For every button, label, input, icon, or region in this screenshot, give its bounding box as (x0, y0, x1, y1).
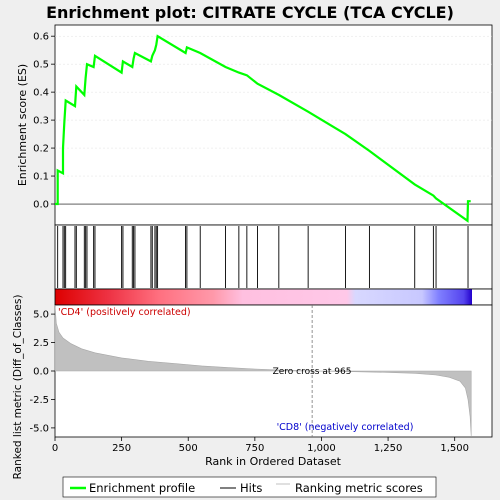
metric-y-tick-label: 5.0 (33, 310, 49, 321)
legend: Enrichment profile Hits Ranking metric s… (62, 476, 437, 498)
enrichment-profile-line (55, 34, 471, 223)
legend-hits-label: Hits (240, 481, 262, 495)
es-y-tick-label: 0.5 (33, 60, 49, 71)
negative-class-label: 'CD8' (negatively correlated) (277, 422, 414, 433)
x-tick-label: 1,500 (440, 443, 469, 454)
metric-y-axis-label: Ranked list metric (Diff_of_Classes) (12, 295, 24, 480)
x-tick-label: 500 (179, 443, 198, 454)
metric-y-tick-label: 0.0 (33, 367, 49, 378)
es-y-axis: 0.0 0.1 0.2 0.3 0.4 0.5 0.6 (33, 32, 55, 211)
es-y-tick-label: 0.4 (33, 88, 49, 99)
ranking-metric-area (54, 304, 472, 436)
x-tick-label: 1,000 (307, 443, 336, 454)
hits-panel (54, 224, 493, 290)
x-axis-label: Rank in Ordered Dataset (205, 455, 342, 468)
metric-y-tick-label: 2.5 (33, 338, 49, 349)
legend-box (62, 476, 437, 498)
x-tick-label: 250 (112, 443, 131, 454)
metric-y-tick-label: -2.5 (29, 395, 49, 406)
ranking-heat-bar (55, 289, 472, 305)
legend-metric-label: Ranking metric scores (295, 481, 423, 495)
es-y-tick-label: 0.3 (33, 116, 49, 127)
chart-title: Enrichment plot: CITRATE CYCLE (TCA CYCL… (46, 3, 454, 22)
metric-y-tick-label: -5.0 (29, 423, 49, 434)
legend-profile-label: Enrichment profile (89, 481, 195, 495)
es-y-tick-label: 0.6 (33, 32, 49, 43)
es-y-tick-label: 0.1 (33, 172, 49, 183)
es-y-axis-label: Enrichment score (ES) (16, 64, 29, 186)
x-axis: 0 250 500 750 1,000 1,250 1,500 (52, 437, 469, 454)
es-y-tick-label: 0.2 (33, 144, 49, 155)
x-tick-label: 1,250 (374, 443, 403, 454)
hits-group (57, 226, 469, 288)
x-tick-label: 0 (52, 443, 58, 454)
es-panel (54, 24, 493, 226)
heat-bar-extension (472, 289, 492, 305)
metric-y-axis: 5.0 2.5 0.0 -2.5 -5.0 (29, 310, 55, 434)
x-tick-label: 750 (245, 443, 264, 454)
zero-cross-label: Zero cross at 965 (273, 367, 352, 377)
positive-class-label: 'CD4' (positively correlated) (58, 307, 191, 318)
es-y-tick-label: 0.0 (33, 200, 49, 211)
